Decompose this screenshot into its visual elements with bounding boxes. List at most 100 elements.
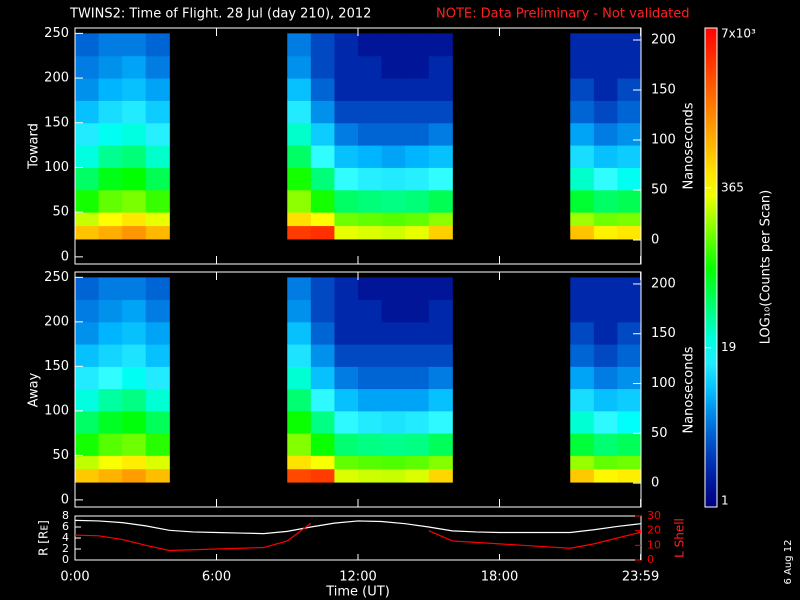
- heat-cell: [428, 78, 453, 101]
- heat-cell: [287, 433, 312, 456]
- y-tick-label: 250: [44, 270, 69, 285]
- heat-cell: [381, 189, 406, 213]
- heat-cell: [310, 299, 335, 323]
- heat-cell: [381, 122, 406, 146]
- heat-cell: [617, 344, 642, 367]
- heat-cell: [617, 167, 642, 191]
- colorbar-tick-label: 7x10³: [721, 27, 756, 41]
- y-tick-label: 200: [44, 71, 69, 86]
- heat-cell: [617, 212, 642, 227]
- heat-cell: [122, 455, 147, 470]
- y-tick-label: 100: [44, 160, 69, 175]
- heat-cell: [358, 344, 383, 367]
- heat-cell: [75, 468, 100, 483]
- heat-cell: [617, 225, 642, 240]
- heat-cell: [145, 100, 170, 124]
- heat-cell: [145, 225, 170, 240]
- heat-cell: [98, 167, 123, 191]
- heat-cell: [122, 100, 147, 124]
- heat-cell: [405, 145, 430, 168]
- x-tick-label: 0:00: [60, 570, 89, 585]
- y2-axis-label: Nanoseconds: [682, 102, 697, 189]
- heat-cell: [145, 33, 170, 57]
- heat-cell: [617, 433, 642, 456]
- heat-cell: [98, 366, 123, 390]
- y2-tick-label: 200: [651, 33, 676, 48]
- heat-cell: [310, 167, 335, 191]
- heat-cell: [334, 33, 359, 57]
- y2-tick-label: 50: [651, 426, 668, 441]
- heat-cell: [310, 225, 335, 240]
- heat-cell: [287, 78, 312, 101]
- y2-tick-label: 100: [651, 376, 676, 391]
- y-tick-label: 4: [62, 531, 69, 544]
- heat-cell: [405, 122, 430, 146]
- colorbar-tick-label: 365: [721, 180, 744, 194]
- y-tick-label: 0: [61, 249, 69, 264]
- heat-cell: [122, 299, 147, 323]
- heat-cell: [358, 33, 383, 57]
- heat-cell: [310, 78, 335, 101]
- heat-cell: [122, 410, 147, 434]
- heat-cell: [381, 33, 406, 57]
- heat-cell: [334, 55, 359, 79]
- series-line: [75, 522, 641, 552]
- heat-cell: [145, 78, 170, 101]
- heat-cell: [617, 321, 642, 345]
- heat-cell: [287, 225, 312, 240]
- heat-cell: [593, 299, 618, 323]
- y-tick-label: 50: [52, 205, 69, 220]
- x-tick-label: 6:00: [202, 570, 231, 585]
- heat-cell: [428, 410, 453, 434]
- heat-cell: [405, 344, 430, 367]
- heat-cell: [145, 410, 170, 434]
- heat-cell: [287, 122, 312, 146]
- heat-cell: [145, 167, 170, 191]
- y2-axis-label: L Shell: [673, 518, 687, 558]
- y2-tick-label: 20: [647, 524, 661, 537]
- heat-cell: [570, 366, 595, 390]
- heat-cell: [428, 189, 453, 213]
- heat-cell: [428, 55, 453, 79]
- heat-cell: [428, 225, 453, 240]
- heat-cell: [287, 321, 312, 345]
- heat-cell: [334, 277, 359, 301]
- heat-cell: [570, 277, 595, 301]
- heat-cell: [428, 366, 453, 390]
- x-tick-label: 18:00: [481, 570, 518, 585]
- heat-cell: [310, 468, 335, 483]
- heat-cell: [287, 33, 312, 57]
- heat-cell: [570, 55, 595, 79]
- heat-cell: [310, 122, 335, 146]
- y-axis-label: R [Rᴇ]: [37, 520, 51, 556]
- heat-cell: [593, 167, 618, 191]
- heat-cell: [570, 167, 595, 191]
- heat-cell: [358, 100, 383, 124]
- heat-cell: [428, 299, 453, 323]
- series-group: [75, 519, 641, 552]
- heat-cell: [75, 78, 100, 101]
- heat-cell: [75, 277, 100, 301]
- heat-cell: [428, 212, 453, 227]
- heat-cell: [617, 78, 642, 101]
- heat-cell: [381, 299, 406, 323]
- y2-axis-label: Nanoseconds: [682, 346, 697, 433]
- heat-cell: [570, 145, 595, 168]
- y-tick-label: 50: [52, 448, 69, 463]
- heat-cell: [334, 100, 359, 124]
- heat-cell: [358, 321, 383, 345]
- heat-cell: [98, 388, 123, 412]
- heat-cell: [381, 344, 406, 367]
- heat-cell: [310, 277, 335, 301]
- heat-cell: [570, 468, 595, 483]
- heat-cell: [358, 388, 383, 412]
- heat-cell: [310, 212, 335, 227]
- heat-cell: [617, 455, 642, 470]
- heat-cell: [593, 344, 618, 367]
- heat-cell: [593, 410, 618, 434]
- heat-cell: [98, 78, 123, 101]
- heat-cell: [358, 167, 383, 191]
- heat-cell: [75, 344, 100, 367]
- heat-cell: [358, 78, 383, 101]
